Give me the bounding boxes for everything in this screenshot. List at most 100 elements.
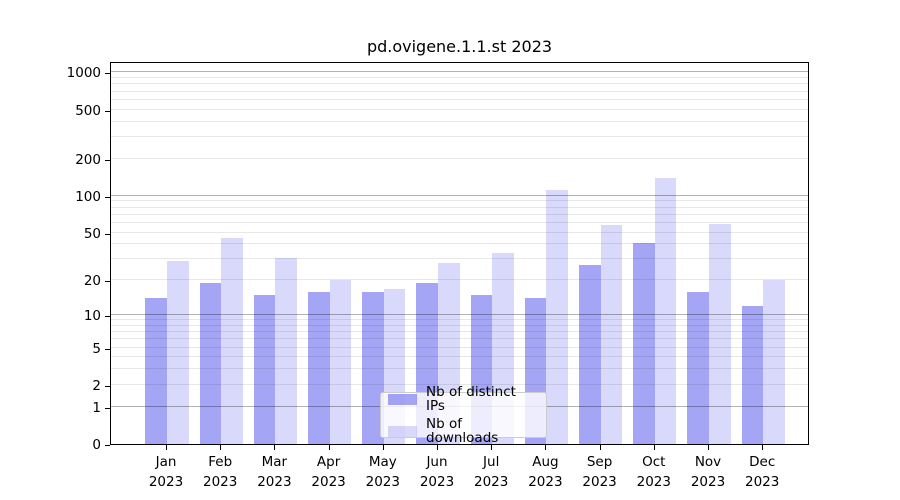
y-tick-mark — [105, 159, 110, 161]
gridline — [111, 83, 808, 85]
x-tick-mark — [491, 445, 493, 450]
legend-item-downloads: Nb of downloads — [388, 417, 538, 445]
chart-title: pd.ovigene.1.1.st 2023 — [366, 37, 553, 56]
x-tick-mark — [382, 445, 384, 450]
y-tick-label: 100 — [75, 188, 101, 205]
bar-downloads-oct — [654, 177, 677, 444]
y-tick-label: 1000 — [66, 65, 101, 82]
gridline — [111, 136, 808, 137]
legend-label-distinct-ips: Nb of distinct IPs — [426, 384, 516, 414]
x-tick-mark — [762, 445, 764, 450]
gridline — [111, 383, 808, 385]
x-tick-mark — [599, 445, 601, 450]
gridline — [111, 200, 808, 202]
y-tick-label: 10 — [83, 308, 101, 324]
legend: Nb of distinct IPs Nb of downloads — [380, 385, 547, 445]
legend-item-distinct-ips: Nb of distinct IPs — [388, 385, 538, 413]
y-tick-mark — [105, 73, 110, 75]
gridline — [111, 258, 808, 260]
y-tick-mark — [105, 385, 110, 387]
gridline — [111, 338, 808, 340]
gridline — [111, 231, 808, 233]
gridline — [111, 368, 808, 370]
y-tick-mark — [105, 445, 110, 446]
bar-distinct-ips-mar — [253, 294, 276, 444]
gridline — [111, 120, 808, 122]
x-tick-mark — [274, 445, 276, 450]
x-tick-label: Sep 2023 — [582, 454, 617, 490]
gridline — [111, 206, 808, 208]
y-tick-mark — [105, 316, 110, 317]
gridline — [111, 331, 808, 333]
x-tick-label: Oct 2023 — [636, 454, 671, 490]
bar-distinct-ips-sep — [578, 264, 601, 444]
y-tick-mark — [105, 233, 110, 235]
gridline — [111, 213, 808, 215]
gridline — [111, 194, 808, 196]
x-tick-mark — [166, 445, 167, 450]
x-tick-mark — [328, 445, 330, 450]
x-tick-label: Dec 2023 — [745, 454, 780, 490]
gridline — [111, 324, 808, 326]
y-tick-label: 20 — [83, 273, 101, 290]
x-tick-label: Jun 2023 — [419, 454, 455, 490]
y-tick-label: 500 — [75, 102, 101, 119]
gridline — [111, 71, 808, 73]
y-tick-mark — [105, 110, 110, 112]
y-tick-mark — [105, 281, 110, 283]
bar-distinct-ips-may — [362, 291, 384, 444]
x-tick-label: Nov 2023 — [690, 454, 726, 490]
y-tick-label: 50 — [83, 225, 101, 242]
x-tick-label: Jul 2023 — [474, 454, 509, 490]
bar-downloads-aug — [546, 190, 569, 444]
bar-downloads-feb — [221, 238, 243, 444]
bar-distinct-ips-nov — [687, 291, 709, 444]
bar-downloads-mar — [275, 257, 298, 444]
bar-downloads-jan — [167, 261, 189, 444]
gridline — [111, 108, 808, 110]
bar-distinct-ips-dec — [741, 306, 764, 444]
x-tick-label: Jan 2023 — [148, 454, 184, 490]
y-tick-label: 2 — [92, 377, 101, 394]
x-tick-label: Mar 2023 — [257, 454, 292, 490]
y-tick-mark — [105, 348, 110, 350]
bar-distinct-ips-oct — [633, 242, 655, 444]
bar-distinct-ips-apr — [307, 291, 330, 444]
gridline — [111, 346, 808, 348]
x-tick-label: Apr 2023 — [311, 454, 346, 490]
gridline — [111, 157, 808, 159]
x-tick-label: Feb 2023 — [203, 454, 238, 490]
bar-downloads-apr — [329, 280, 352, 444]
plot-area — [110, 62, 809, 445]
bar-distinct-ips-jan — [145, 298, 167, 444]
gridline — [111, 98, 808, 100]
y-tick-label: 5 — [92, 340, 101, 357]
bar-distinct-ips-feb — [199, 282, 222, 444]
gridline — [111, 314, 808, 315]
gridline — [111, 243, 808, 245]
y-tick-label: 1 — [92, 399, 101, 416]
legend-swatch-distinct-ips — [388, 393, 417, 405]
x-tick-mark — [545, 445, 547, 450]
x-tick-mark — [653, 445, 655, 450]
gridline — [111, 77, 808, 78]
x-tick-label: May 2023 — [365, 454, 400, 490]
bar-downloads-nov — [709, 223, 731, 444]
gridline — [111, 90, 808, 92]
y-tick-mark — [105, 196, 110, 198]
x-tick-mark — [220, 445, 222, 450]
y-tick-label: 0 — [92, 437, 101, 453]
gridline — [111, 356, 808, 358]
y-tick-label: 200 — [75, 151, 101, 168]
x-tick-mark — [708, 445, 709, 450]
bar-downloads-dec — [763, 280, 785, 444]
x-tick-mark — [437, 445, 438, 450]
gridline — [111, 319, 808, 321]
bar-downloads-sep — [600, 224, 623, 444]
y-tick-mark — [105, 407, 110, 409]
legend-label-downloads: Nb of downloads — [426, 416, 499, 446]
x-tick-label: Aug 2023 — [528, 454, 563, 490]
gridline — [111, 279, 808, 281]
legend-swatch-downloads — [388, 425, 417, 437]
